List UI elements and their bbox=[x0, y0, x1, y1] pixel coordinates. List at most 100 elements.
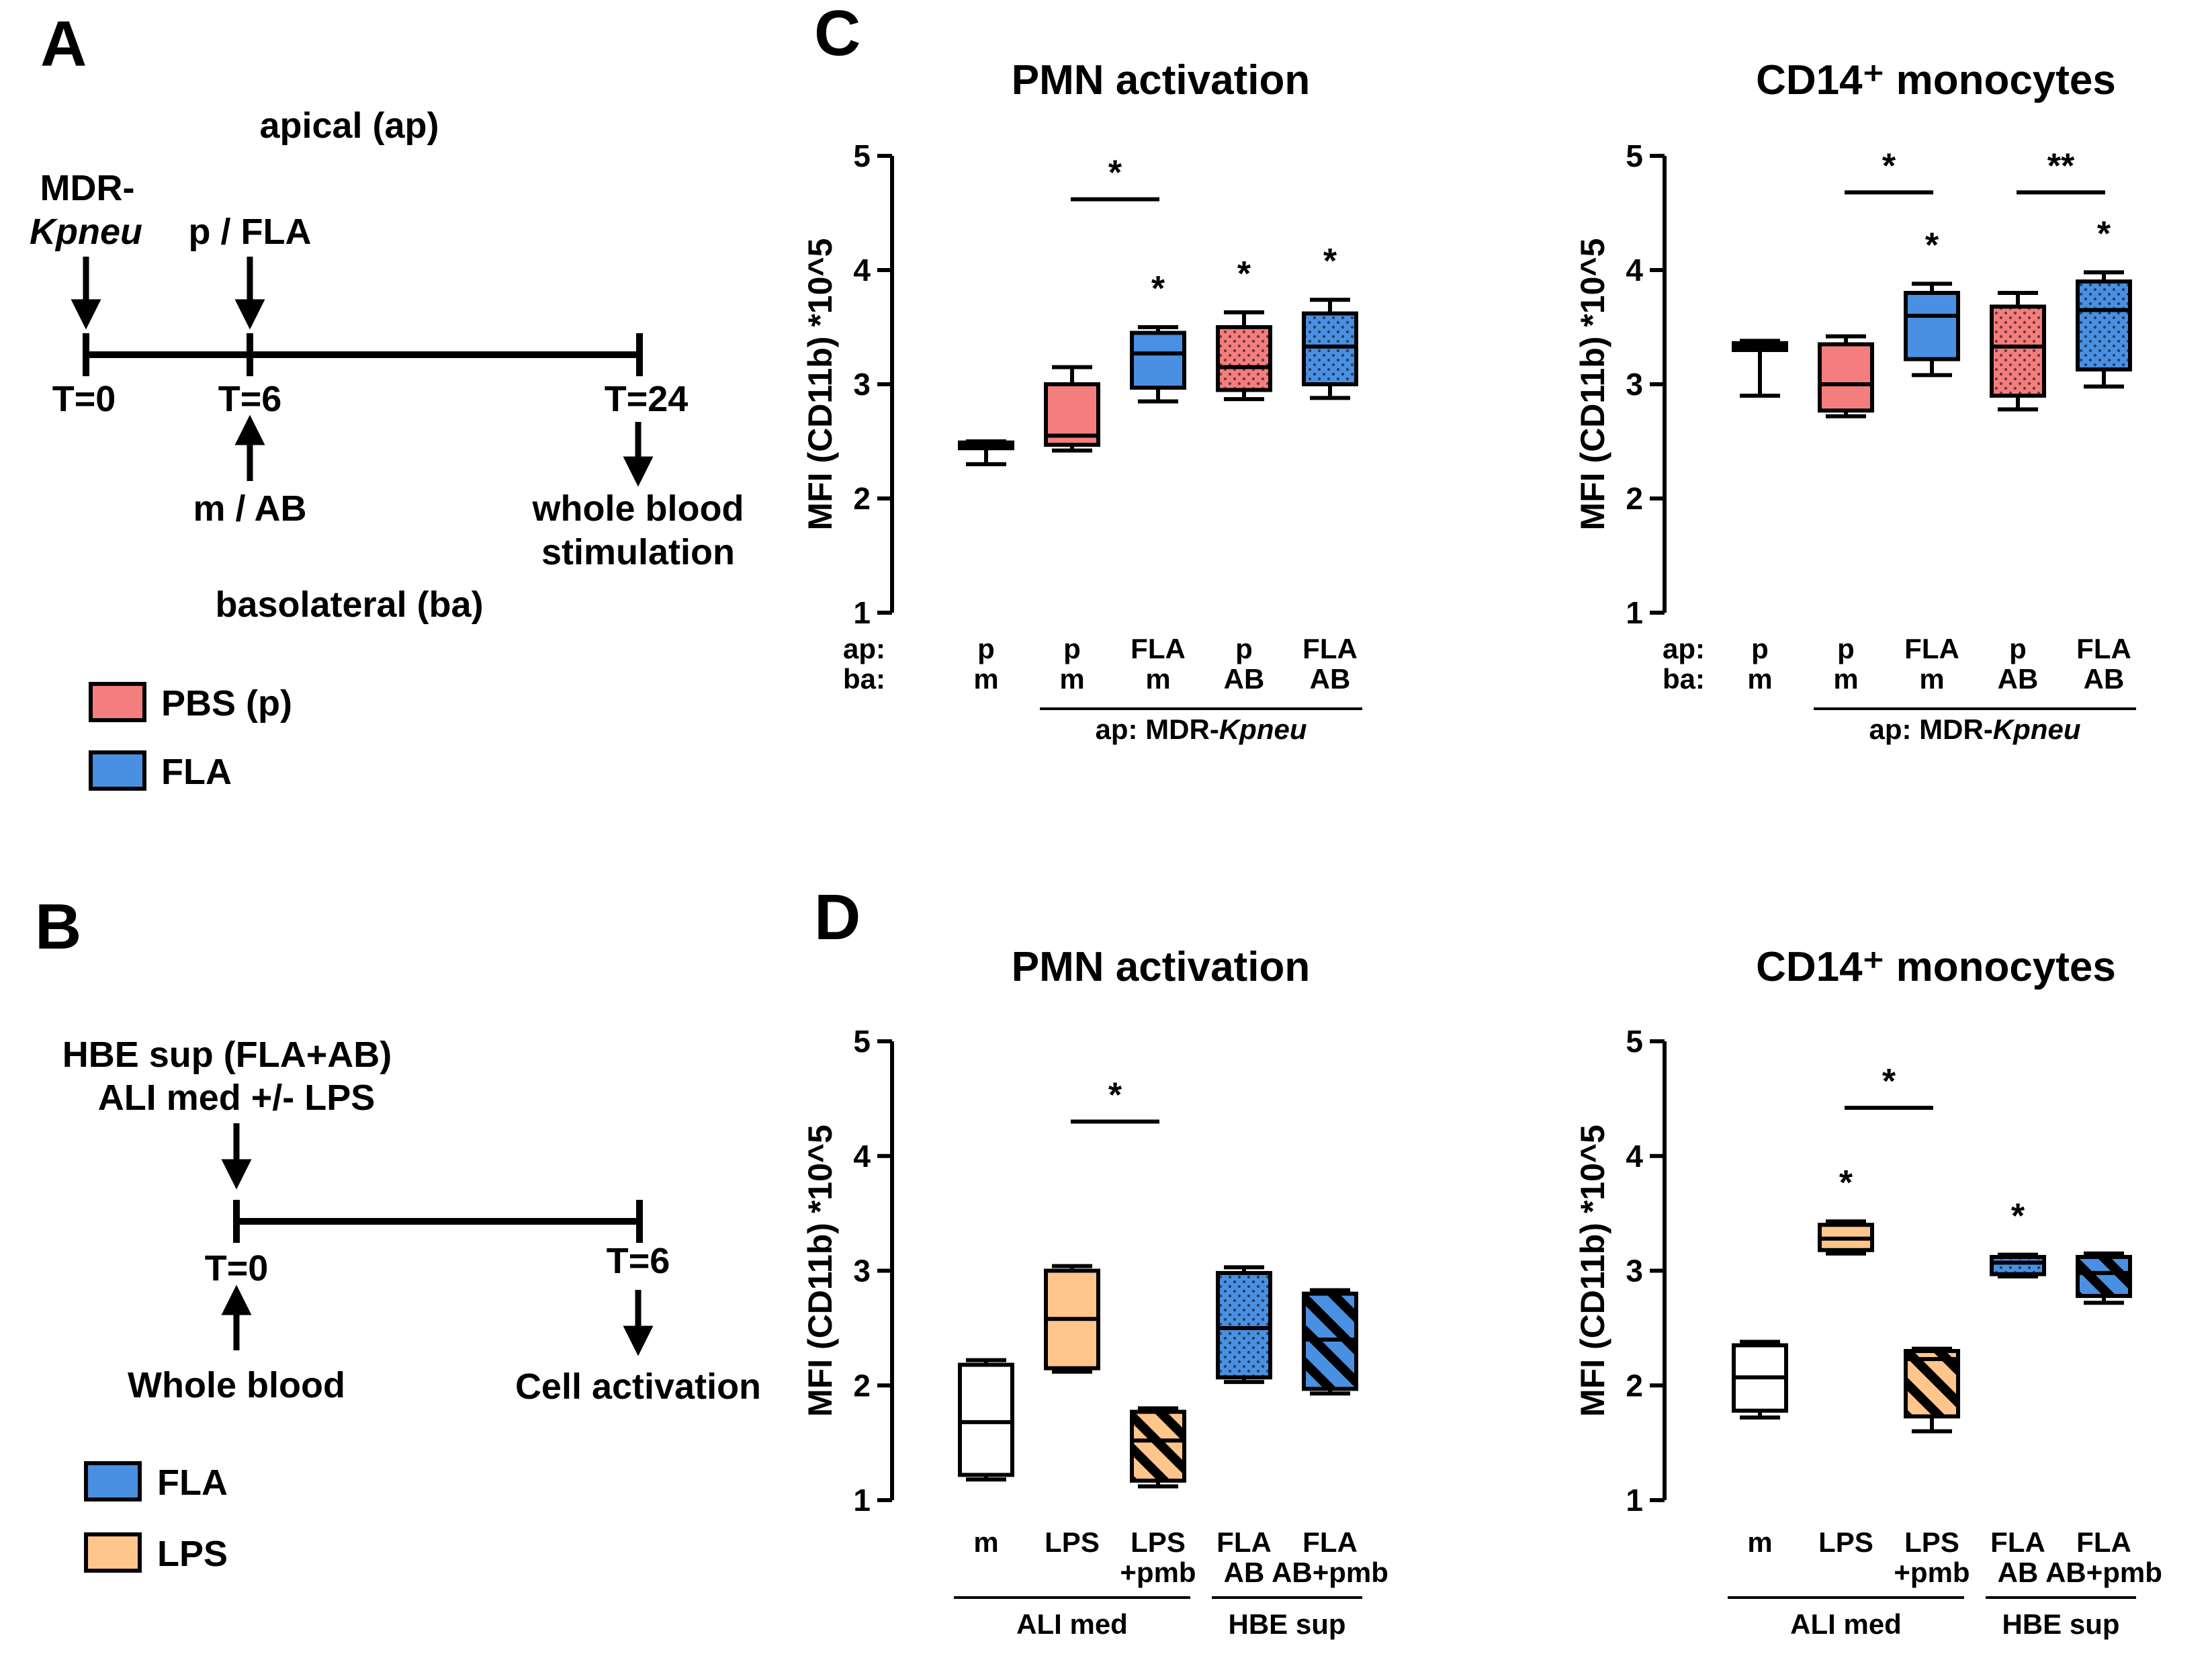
box-body bbox=[1132, 333, 1184, 388]
panel-letter-b: B bbox=[35, 891, 81, 963]
y-axis-title: MFI (CD11b) *10^5 bbox=[1574, 1125, 1611, 1417]
x-category-label-2: AB bbox=[1998, 1557, 2039, 1588]
chart-title: CD14⁺ monocytes bbox=[1756, 944, 2116, 990]
x-category-label-2: AB bbox=[1224, 1557, 1265, 1588]
panel-a: A apical (ap) MDR- Kpneu p / FLA T=0 T=6… bbox=[30, 8, 744, 792]
y-tick-label: 5 bbox=[853, 138, 871, 173]
x-category-label: m bbox=[1747, 1526, 1772, 1558]
significance-star: * bbox=[1839, 1164, 1853, 1203]
chart-title: PMN activation bbox=[1012, 944, 1310, 990]
box-pattern-dots bbox=[2078, 281, 2130, 369]
x-category-label-2: m bbox=[1833, 663, 1858, 695]
x-category-label: p bbox=[977, 633, 995, 664]
box-outline bbox=[1990, 1255, 2046, 1276]
box-outline bbox=[2076, 279, 2132, 372]
p-fla-label: p / FLA bbox=[189, 212, 312, 252]
box-outline bbox=[1216, 325, 1272, 392]
y-tick-label: 2 bbox=[1626, 481, 1643, 516]
y-tick-label: 2 bbox=[853, 1368, 871, 1403]
significance-star: * bbox=[2097, 214, 2111, 253]
y-tick-label: 1 bbox=[1626, 1483, 1643, 1518]
ali-med-label: ALI med +/- LPS bbox=[98, 1078, 375, 1118]
group-label: ap: MDR-Kpneu bbox=[1096, 713, 1307, 745]
chart-c-pmn-activation: PMN activation 1 2 3 4 5 MFI (CD11b) *10^5 ap:b… bbox=[801, 57, 1362, 745]
y-tick-label: 4 bbox=[853, 253, 871, 288]
x-category-label: LPS bbox=[1904, 1526, 1959, 1558]
box-outline bbox=[1818, 342, 1874, 413]
row-label-ap: ap: bbox=[1663, 633, 1705, 664]
comparison-star: ** bbox=[2047, 146, 2075, 185]
significance-star: * bbox=[2011, 1197, 2025, 1236]
box-5 bbox=[2076, 1251, 2132, 1305]
y-tick-label: 3 bbox=[1626, 1254, 1643, 1289]
box-2: * bbox=[1818, 1164, 1874, 1256]
y-tick-label: 3 bbox=[1626, 367, 1643, 402]
y-tick-label: 4 bbox=[1626, 1139, 1643, 1174]
comparison-star: * bbox=[1882, 146, 1896, 185]
x-category-label-2: AB bbox=[1310, 663, 1351, 695]
m-ab-label: m / AB bbox=[193, 488, 306, 529]
chart-d-pmn-activation: PMN activation 1 2 3 4 5 MFI (CD11b) *10^5 m LPS… bbox=[801, 944, 1388, 1640]
box-pattern-dots bbox=[1992, 306, 2044, 396]
box-outline bbox=[1216, 1270, 1272, 1380]
box-outline bbox=[1302, 311, 1358, 387]
whole-blood-label-line1: whole blood bbox=[532, 488, 744, 529]
row-label-ap: ap: bbox=[843, 633, 885, 664]
box-pattern-dots bbox=[1218, 1272, 1270, 1378]
box-2 bbox=[1818, 334, 1874, 419]
mdr-label-line2: Kpneu bbox=[30, 212, 142, 252]
panel-letter-d: D bbox=[814, 881, 860, 953]
t0-label-b: T=0 bbox=[205, 1248, 269, 1289]
box-5: * bbox=[1302, 242, 1358, 400]
box-4: * bbox=[1216, 255, 1272, 402]
y-tick-label: 5 bbox=[1626, 1024, 1643, 1059]
x-category-label-2: m bbox=[973, 663, 998, 695]
panel-b: B HBE sup (FLA+AB) ALI med +/- LPS T=0 T… bbox=[35, 891, 761, 1574]
x-category-label-2: +pmb bbox=[1894, 1557, 1970, 1588]
x-category-label-2: AB bbox=[1998, 663, 2039, 695]
legend-swatch-pbs bbox=[89, 682, 146, 722]
significance-star: * bbox=[1151, 269, 1165, 308]
box-outline bbox=[1130, 1409, 1186, 1483]
y-tick-label: 3 bbox=[853, 1254, 871, 1289]
t0-label-a: T=0 bbox=[52, 379, 116, 419]
x-category-label-2: AB bbox=[2084, 663, 2125, 695]
x-category-label: LPS bbox=[1045, 1526, 1100, 1558]
y-tick-label: 3 bbox=[853, 367, 871, 402]
box-outline bbox=[1044, 382, 1100, 447]
box-4 bbox=[1216, 1265, 1272, 1385]
box-pattern-dots bbox=[1992, 1257, 2044, 1274]
x-category-label-2: m bbox=[1145, 663, 1170, 695]
x-category-label: FLA bbox=[1302, 633, 1358, 664]
box-5: * bbox=[2076, 214, 2132, 389]
box-1 bbox=[958, 1358, 1014, 1482]
box-pattern-dots bbox=[1304, 313, 1356, 384]
y-axis-title: MFI (CD11b) *10^5 bbox=[1574, 238, 1611, 531]
significance-star: * bbox=[1237, 255, 1251, 294]
whole-blood-label-line2: stimulation bbox=[541, 532, 735, 572]
t6-label-a: T=6 bbox=[218, 379, 282, 419]
x-category-label: LPS bbox=[1131, 1526, 1186, 1558]
box-2 bbox=[1044, 365, 1100, 453]
x-category-label-2: m bbox=[1747, 663, 1772, 695]
x-category-label: p bbox=[1063, 633, 1081, 664]
apical-label: apical (ap) bbox=[259, 105, 439, 146]
x-category-label-2: m bbox=[1919, 663, 1944, 695]
mdr-label-line1: MDR- bbox=[40, 168, 135, 208]
box-body bbox=[1820, 344, 1872, 411]
box-5 bbox=[1302, 1288, 1358, 1396]
box-outline bbox=[2076, 1255, 2132, 1299]
x-category-label-2: AB bbox=[1224, 663, 1265, 695]
x-category-label: FLA bbox=[2076, 1526, 2131, 1558]
y-tick-label: 4 bbox=[853, 1139, 871, 1174]
group-label: ALI med bbox=[1016, 1608, 1128, 1640]
x-category-label: FLA bbox=[1302, 1526, 1358, 1558]
box-1 bbox=[958, 439, 1014, 466]
box-pattern-hatch bbox=[2078, 1257, 2130, 1297]
y-tick-label: 2 bbox=[853, 481, 871, 516]
t6-label-b: T=6 bbox=[607, 1241, 670, 1281]
box-1 bbox=[1732, 339, 1788, 398]
legend-label-pbs: PBS (p) bbox=[161, 683, 292, 724]
whole-blood-label-b: Whole blood bbox=[128, 1365, 345, 1405]
box-pattern-hatch bbox=[1132, 1411, 1184, 1481]
